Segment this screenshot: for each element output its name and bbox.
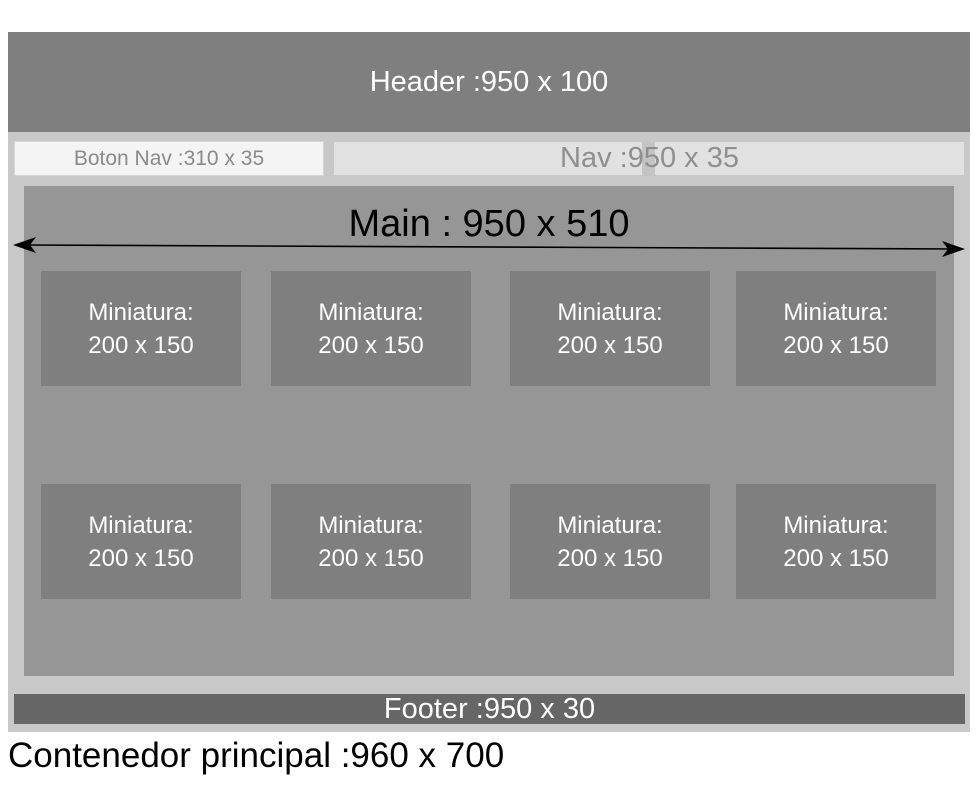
- thumbnail-title: Miniatura:: [783, 511, 889, 539]
- thumbnail-size: 200 x 150: [88, 331, 194, 359]
- thumbnail-size: 200 x 150: [557, 544, 663, 572]
- thumbnail-title: Miniatura:: [88, 298, 194, 326]
- thumbnail-size: 200 x 150: [783, 331, 889, 359]
- thumbnail-title: Miniatura:: [557, 298, 663, 326]
- thumbnail: Miniatura: 200 x 150: [41, 484, 241, 599]
- thumbnail: Miniatura: 200 x 150: [271, 484, 471, 599]
- nav-button-label: Boton Nav :310 x 35: [73, 146, 265, 170]
- nav-center-strip: [642, 142, 655, 176]
- arrow-right-head-icon: [942, 241, 965, 257]
- container-label: Contenedor principal :960 x 700: [8, 736, 505, 775]
- thumbnail-title: Miniatura:: [88, 511, 194, 539]
- thumbnail-size: 200 x 150: [318, 331, 424, 359]
- thumbnail-size: 200 x 150: [557, 331, 663, 359]
- thumbnail: Miniatura: 200 x 150: [510, 271, 710, 386]
- footer-label: Footer :950 x 30: [383, 692, 596, 725]
- main-label: Main : 950 x 510: [348, 203, 630, 245]
- header-label: Header :950 x 100: [369, 65, 609, 98]
- thumbnail-title: Miniatura:: [318, 511, 424, 539]
- thumbnail: Miniatura: 200 x 150: [736, 484, 936, 599]
- width-arrow-line: [21, 244, 957, 250]
- thumbnail: Miniatura: 200 x 150: [510, 484, 710, 599]
- thumbnail-size: 200 x 150: [783, 544, 889, 572]
- thumbnail: Miniatura: 200 x 150: [271, 271, 471, 386]
- thumbnail: Miniatura: 200 x 150: [736, 271, 936, 386]
- thumbnail-size: 200 x 150: [88, 544, 194, 572]
- thumbnail-title: Miniatura:: [318, 298, 424, 326]
- header-block: Header :950 x 100: [8, 32, 970, 132]
- thumbnail-title: Miniatura:: [557, 511, 663, 539]
- thumbnail-title: Miniatura:: [783, 298, 889, 326]
- nav-label: Nav :950 x 35: [560, 142, 739, 174]
- thumbnail-size: 200 x 150: [318, 544, 424, 572]
- thumbnail: Miniatura: 200 x 150: [41, 271, 241, 386]
- footer-block: Footer :950 x 30: [14, 692, 965, 725]
- nav-divider: [324, 141, 334, 176]
- nav-button-block: Boton Nav :310 x 35: [14, 141, 324, 176]
- arrow-left-head-icon: [13, 237, 36, 253]
